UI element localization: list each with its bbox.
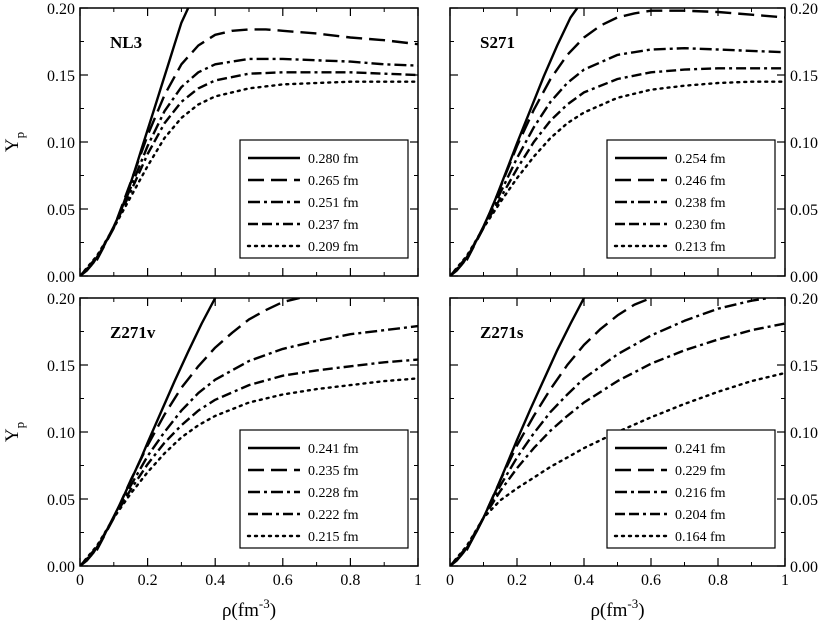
y-tick-label: 0.05 <box>47 492 75 509</box>
legend-label: 0.213 fm <box>675 240 726 255</box>
y-tick-label: 0.00 <box>47 559 75 576</box>
x-tick-label: 1 <box>781 572 789 589</box>
panel-nl3: 0.00 0.05 0.10 0.15 0.20 Yp NL3 0.280 fm 0.265 f… <box>2 1 419 286</box>
legend-label: 0.235 fm <box>308 464 359 479</box>
panel-s271: 0.00 0.05 0.10 0.15 0.20 S271 0.254 fm 0.246 fm… <box>449 1 818 286</box>
x-tick-label: 0.4 <box>574 572 594 589</box>
x-tick-label: 0.6 <box>641 572 661 589</box>
y-tick-label: 0.15 <box>790 68 818 85</box>
legend-label: 0.230 fm <box>675 218 726 233</box>
panel-z271v: 0 0.2 0.4 0.6 0.8 1 0.00 0.05 0.10 0.15 0.20 Yp ρ(fm… <box>2 291 422 621</box>
y-tick-label: 0.15 <box>790 358 818 375</box>
x-axis-label: ρ(fm-3) <box>590 596 644 621</box>
legend-label: 0.222 fm <box>308 508 359 523</box>
panel-title: Z271s <box>480 323 524 342</box>
legend-label: 0.246 fm <box>675 174 726 189</box>
x-tick-label: 0 <box>446 572 454 589</box>
x-tick-label: 0.2 <box>138 572 158 589</box>
legend-label: 0.164 fm <box>675 530 726 545</box>
series-line-2 <box>80 28 418 276</box>
y-tick-label: 0.10 <box>790 425 818 442</box>
series-line-2 <box>80 298 300 566</box>
legend: 0.241 fm 0.229 fm 0.216 fm 0.204 fm 0.164 fm <box>606 429 776 549</box>
legend: 0.241 fm 0.235 fm 0.228 fm 0.222 fm 0.215 fm <box>239 429 409 549</box>
x-tick-label: 0.8 <box>708 572 728 589</box>
y-tick-label: 0.20 <box>47 291 75 308</box>
legend-label: 0.229 fm <box>675 464 726 479</box>
y-tick-label: 0.10 <box>790 135 818 152</box>
series-line-5 <box>80 80 418 276</box>
y-tick-label: 0.05 <box>790 492 818 509</box>
series-lines <box>80 8 418 276</box>
legend: 0.280 fm 0.265 fm 0.251 fm 0.237 fm 0.209 fm <box>239 139 409 259</box>
legend-label: 0.237 fm <box>308 218 359 233</box>
legend-label: 0.241 fm <box>308 442 359 457</box>
legend-label: 0.204 fm <box>675 508 726 523</box>
y-tick-label: 0.20 <box>790 291 818 308</box>
legend-label: 0.280 fm <box>308 152 359 167</box>
legend-box <box>239 429 409 549</box>
y-axis-label: Yp <box>2 422 27 442</box>
legend-box <box>606 139 776 259</box>
panel-z271s: 0 0.2 0.4 0.6 0.8 10.00 0.05 0.10 0.15 0.20 ρ(fm-3… <box>446 291 818 621</box>
y-tick-label: 0.10 <box>47 135 75 152</box>
legend-label: 0.209 fm <box>308 240 359 255</box>
legend-label: 0.241 fm <box>675 442 726 457</box>
series-line-5 <box>450 371 785 566</box>
series-line-5 <box>450 80 785 276</box>
legend-label: 0.216 fm <box>675 486 726 501</box>
series-line-4 <box>450 322 785 566</box>
y-tick-label: 0.20 <box>47 1 75 18</box>
y-tick-label: 0.00 <box>790 559 818 576</box>
series-line-2 <box>450 9 785 276</box>
legend-label: 0.228 fm <box>308 486 359 501</box>
x-tick-label: 0.6 <box>273 572 293 589</box>
y-axis-label: Yp <box>2 132 27 152</box>
x-tick-label: 0.2 <box>507 572 527 589</box>
series-line-5 <box>80 377 418 566</box>
x-tick-label: 0.8 <box>340 572 360 589</box>
series-lines <box>450 298 785 566</box>
y-tick-label: 0.05 <box>790 202 818 219</box>
panel-title: Z271v <box>110 323 156 342</box>
y-tick-label: 0.00 <box>47 269 75 286</box>
legend-label: 0.254 fm <box>675 152 726 167</box>
y-tick-label: 0.00 <box>790 269 818 286</box>
y-tick-label: 0.15 <box>47 358 75 375</box>
x-axis-label: ρ(fm-3) <box>222 596 276 621</box>
panel-title: S271 <box>480 33 515 52</box>
legend-label: 0.238 fm <box>675 196 726 211</box>
x-tick-label: 0.4 <box>205 572 225 589</box>
legend-box <box>239 139 409 259</box>
panel-title: NL3 <box>110 33 142 52</box>
x-tick-label: 0 <box>76 572 84 589</box>
series-lines <box>450 8 785 276</box>
y-tick-label: 0.05 <box>47 202 75 219</box>
y-tick-label: 0.20 <box>790 1 818 18</box>
legend-label: 0.215 fm <box>308 530 359 545</box>
y-tick-label: 0.15 <box>47 68 75 85</box>
y-tick-label: 0.10 <box>47 425 75 442</box>
legend-label: 0.265 fm <box>308 174 359 189</box>
series-lines <box>80 298 418 566</box>
legend: 0.254 fm 0.246 fm 0.238 fm 0.230 fm 0.213 fm <box>606 139 776 259</box>
x-tick-label: 1 <box>414 572 422 589</box>
legend-label: 0.251 fm <box>308 196 359 211</box>
legend-box <box>606 429 776 549</box>
